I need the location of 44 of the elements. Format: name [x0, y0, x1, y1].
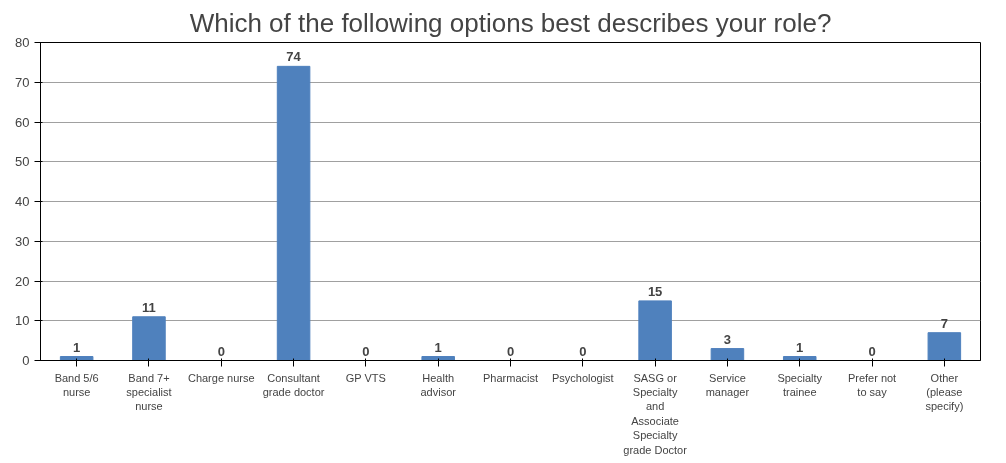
data-label: 0 [868, 343, 876, 359]
x-tick-label: Prefer not to say [847, 371, 897, 398]
y-tick-label: 80 [15, 35, 30, 50]
bar [782, 356, 817, 361]
y-tick-label: 60 [15, 114, 30, 130]
y-tick-label: 10 [15, 313, 30, 329]
x-tick-label: Other (please specify) [925, 371, 964, 413]
y-tick-label: 0 [22, 353, 30, 368]
x-tick-label: Service manager [705, 371, 750, 398]
x-tick-label: Band 7+ specialist nurse [126, 371, 172, 413]
data-label: 1 [73, 339, 81, 355]
data-label: 0 [506, 343, 515, 359]
data-label: 1 [796, 339, 804, 355]
data-label: 0 [217, 343, 225, 359]
data-label: 11 [142, 299, 156, 315]
x-tick-label: SASG or Specialty and Associate Specialty grade Doctor [623, 371, 688, 456]
x-tick-label: Specialty trainee [777, 371, 823, 398]
bar [59, 356, 94, 361]
bar [132, 316, 166, 361]
bar [276, 65, 311, 361]
y-tick-label: 50 [15, 154, 30, 170]
x-tick-label: Psychologist [551, 371, 614, 384]
bar [927, 332, 962, 361]
data-label: 15 [647, 283, 663, 299]
y-tick-label: 20 [15, 273, 30, 289]
data-label: 74 [286, 49, 302, 65]
chart-title: Which of the following options best describes your role? [189, 7, 832, 38]
x-tick-label: Health advisor [420, 371, 457, 398]
data-label: 1 [434, 339, 442, 355]
x-tick-label: Band 5/6 nurse [54, 371, 99, 398]
x-tick-label: Charge nurse [187, 371, 255, 384]
data-label: 3 [723, 331, 732, 347]
y-tick-label: 70 [15, 74, 30, 90]
data-label: 7 [940, 315, 948, 331]
data-label: 0 [362, 343, 370, 359]
y-tick-label: 30 [15, 233, 30, 249]
bar [638, 300, 672, 361]
bar [421, 356, 455, 361]
data-label: 0 [579, 343, 587, 359]
x-tick-label: GP VTS [345, 371, 386, 384]
x-tick-label: Pharmacist [482, 371, 539, 384]
bar [710, 348, 745, 361]
x-tick-label: Consultant grade doctor [262, 371, 325, 398]
y-tick-label: 40 [15, 194, 30, 209]
